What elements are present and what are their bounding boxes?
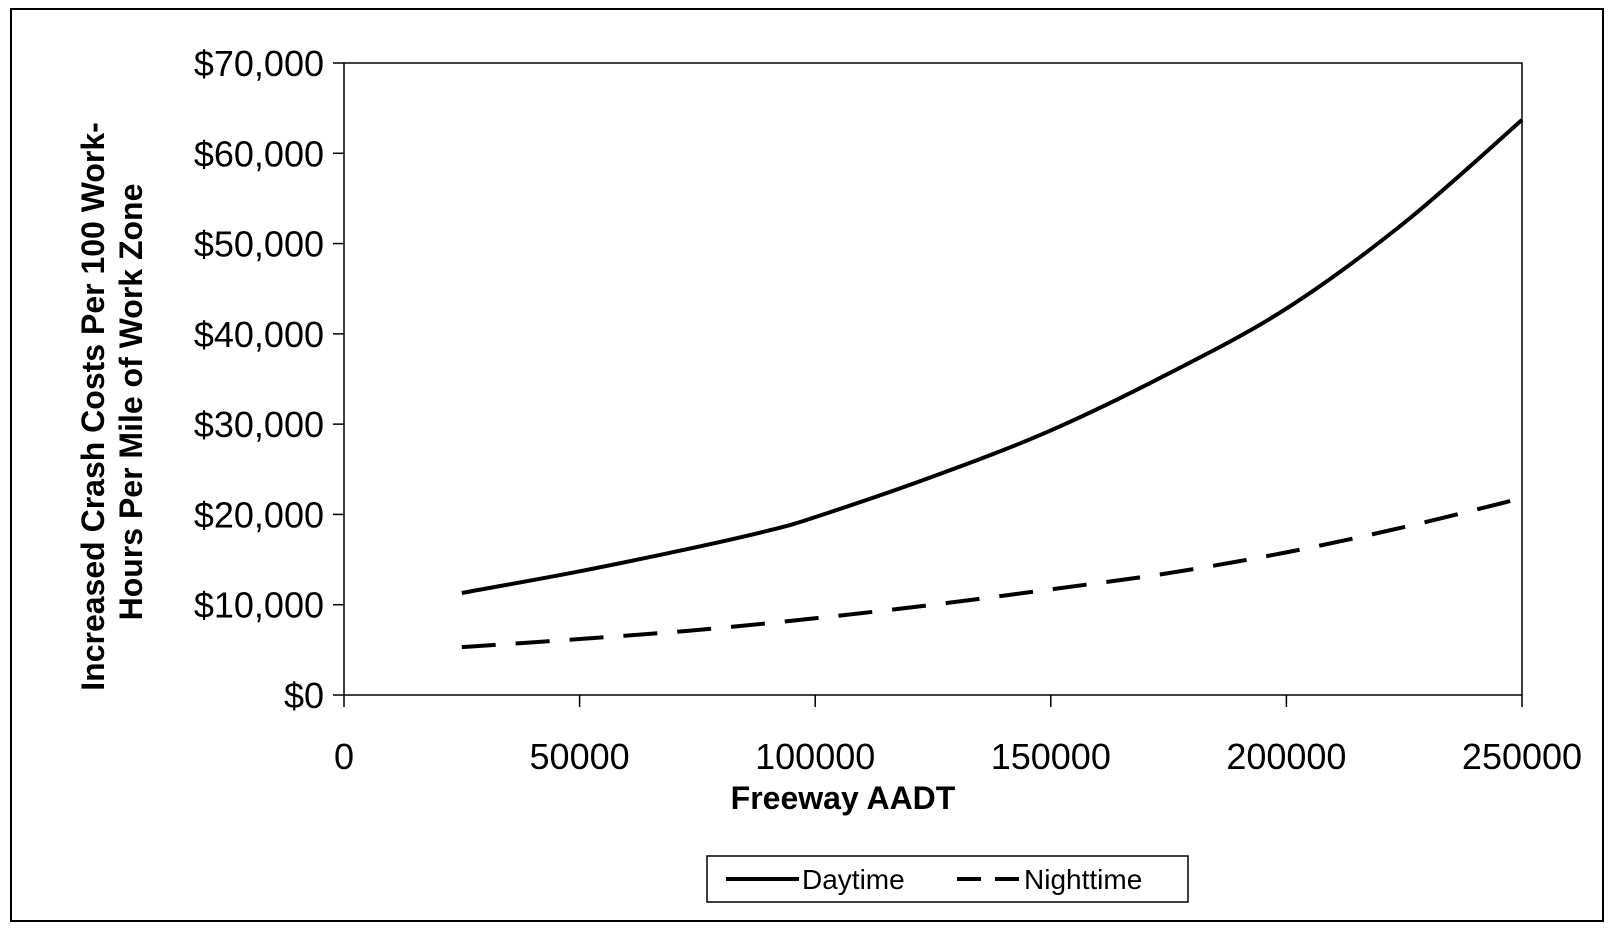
y-axis-title-line-1: Increased Crash Costs Per 100 Work- <box>75 122 111 691</box>
legend-label-nighttime: Nighttime <box>1024 864 1142 895</box>
series-line-nighttime <box>461 496 1523 650</box>
y-axis-title: Increased Crash Costs Per 100 Work- Hour… <box>75 113 149 690</box>
y-tick-label: $50,000 <box>194 224 324 265</box>
y-tick-label: $10,000 <box>194 585 324 626</box>
x-tick-label: 150000 <box>991 736 1111 777</box>
plot-area <box>343 62 1524 696</box>
x-tick-label: 50000 <box>530 736 630 777</box>
y-axis-title-line-2: Hours Per Mile of Work Zone <box>113 184 149 621</box>
x-tick-label: 100000 <box>755 736 875 777</box>
y-tick-label: $30,000 <box>194 404 324 445</box>
x-axis-title: Freeway AADT <box>731 780 956 816</box>
y-tick-label: $70,000 <box>194 43 324 84</box>
y-tick-label: $60,000 <box>194 133 324 174</box>
x-tick-label: 0 <box>334 736 354 777</box>
series-line-daytime <box>461 118 1524 595</box>
chart-frame <box>10 8 1604 922</box>
legend-label-daytime: Daytime <box>802 864 905 895</box>
y-tick-label: $40,000 <box>194 314 324 355</box>
x-tick-label: 200000 <box>1226 736 1346 777</box>
plot-border <box>343 62 1523 696</box>
x-axis: 0 50000 100000 150000 200000 250000 <box>334 695 1582 777</box>
y-tick-label: $0 <box>284 675 324 716</box>
y-tick-label: $20,000 <box>194 494 324 535</box>
y-axis: $0 $10,000 $20,000 $30,000 $40,000 $50,000 $60… <box>194 43 344 716</box>
legend: Daytime Nighttime <box>706 855 1189 903</box>
x-tick-label: 250000 <box>1462 736 1582 777</box>
